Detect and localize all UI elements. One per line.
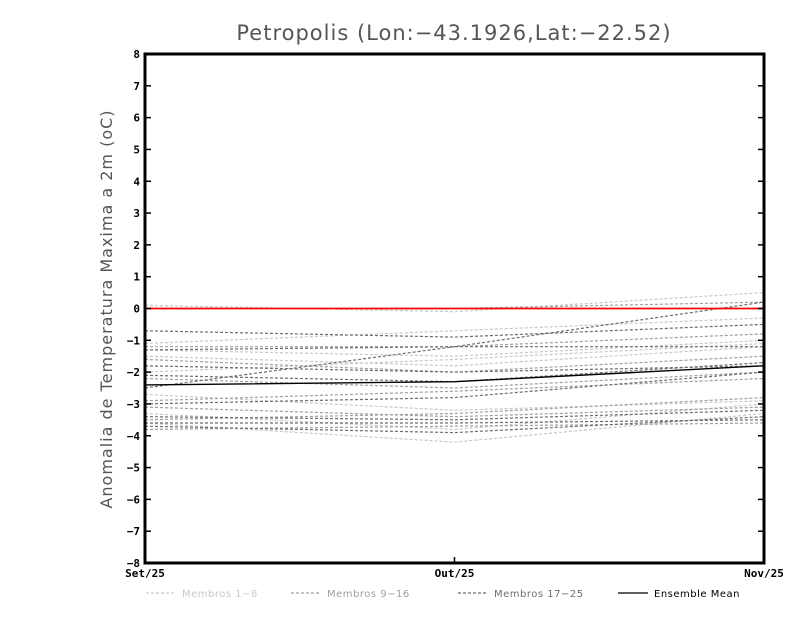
- series-line-group3-member9: [144, 416, 765, 434]
- y-tick-label: −5: [127, 462, 140, 475]
- y-tick-label: −6: [127, 493, 141, 506]
- series-line-group2-member8: [144, 422, 765, 430]
- legend-label: Membros 1−8: [182, 589, 258, 600]
- y-tick-label: −8: [127, 557, 140, 570]
- legend-label: Membros 9−16: [327, 589, 410, 600]
- x-tick-label: Nov/25: [744, 567, 784, 580]
- legend: Membros 1−8 Membros 9−16 Membros 17−25 Ense…: [146, 589, 740, 600]
- series-line-group1-member4: [144, 346, 765, 367]
- series-line-group2-member3: [144, 355, 765, 373]
- y-tick-label: 0: [133, 303, 140, 316]
- x-tick-label: Out/25: [435, 567, 475, 580]
- series-line-group1-member1: [144, 292, 765, 313]
- ensemble-mean-line: [144, 365, 765, 386]
- x-axis-ticks: Set/25 Out/25 Nov/25: [125, 557, 784, 580]
- series-line-group3-member2: [144, 346, 764, 351]
- y-axis-ticks: 8 7 6 5 4 3 2 1 0 −1 −2 −3 −4 −5 −6 −7 −8: [127, 48, 764, 570]
- series-line-group3-member1: [144, 323, 765, 338]
- y-tick-label: −2: [127, 366, 140, 379]
- series-line-group2-member4: [144, 371, 765, 389]
- series-line-group2-member1: [145, 301, 765, 310]
- series-line-group3-member5: [144, 362, 765, 383]
- y-tick-label: −7: [127, 525, 140, 538]
- series-line-group3-member4: [144, 301, 765, 389]
- y-tick-label: 4: [133, 175, 140, 188]
- x-tick-label: Set/25: [125, 567, 165, 580]
- series-line-group1-member3: [144, 339, 765, 357]
- y-tick-label: 8: [133, 48, 140, 61]
- series-line-group3-member6: [144, 371, 765, 405]
- plot-lines: [144, 292, 765, 443]
- series-line-group3-member7: [144, 409, 765, 421]
- series-line-group2-member2: [145, 333, 765, 348]
- series-line-group1-member7: [144, 403, 765, 431]
- series-line-group2-member6: [144, 406, 765, 418]
- y-tick-label: 6: [133, 112, 140, 125]
- series-line-group1-member8: [144, 412, 765, 443]
- y-tick-label: 2: [133, 239, 140, 252]
- series-line-group1-member2: [144, 317, 765, 345]
- y-tick-label: −4: [127, 430, 141, 443]
- chart-title: Petropolis (Lon:−43.1926,Lat:−22.52): [236, 21, 671, 45]
- y-tick-label: 5: [133, 143, 140, 156]
- y-tick-label: 7: [133, 80, 140, 93]
- y-axis-label: Anomalia de Temperatura Maxima a 2m (oC): [97, 109, 116, 508]
- series-line-group3-member8: [145, 419, 765, 424]
- series-line-group2-member5: [144, 377, 765, 402]
- series-line-group3-member3: [144, 365, 765, 373]
- y-tick-label: −1: [127, 334, 141, 347]
- series-line-group1-member5: [144, 342, 765, 373]
- series-line-group1-member6: [144, 393, 765, 411]
- y-tick-label: 1: [133, 271, 140, 284]
- y-tick-label: −3: [127, 398, 140, 411]
- legend-label: Ensemble Mean: [654, 589, 740, 600]
- y-tick-label: 3: [133, 207, 140, 220]
- legend-label: Membros 17−25: [494, 589, 584, 600]
- series-line-group2-member7: [144, 397, 765, 421]
